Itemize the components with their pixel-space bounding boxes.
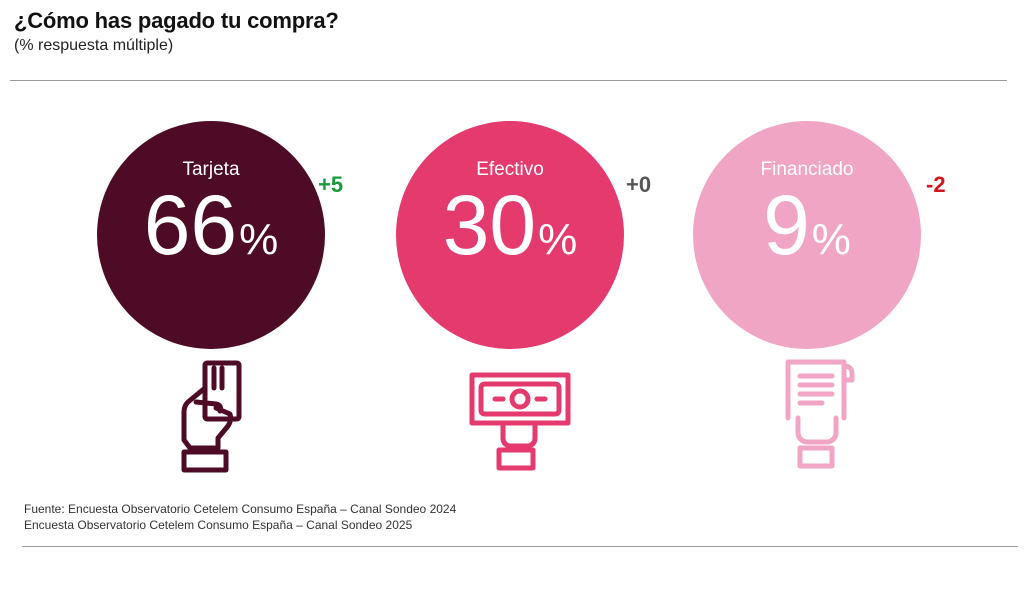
chart-subtitle: (% respuesta múltiple) (14, 37, 174, 54)
source-note: Fuente: Encuesta Observatorio Cetelem Co… (24, 501, 456, 533)
top-divider (10, 80, 1007, 81)
circle-financiado: Financiado 9% (693, 121, 921, 349)
value-number-tarjeta: 66 (143, 178, 238, 272)
bottom-divider (22, 546, 1018, 547)
value-financiado: 9% (693, 183, 921, 267)
circle-efectivo: Efectivo 30% (396, 121, 624, 349)
delta-efectivo: +0 (626, 172, 652, 197)
value-number-financiado: 9 (763, 178, 810, 272)
source-line-2: Encuesta Observatorio Cetelem Consumo Es… (24, 518, 413, 532)
hand-receipt-icon (785, 359, 855, 469)
source-line-1: Fuente: Encuesta Observatorio Cetelem Co… (24, 502, 457, 516)
delta-financiado: -2 (926, 172, 946, 197)
percent-sign: % (811, 215, 851, 264)
value-efectivo: 30% (396, 183, 624, 267)
percent-sign: % (239, 215, 279, 264)
category-label-financiado: Financiado (760, 159, 854, 180)
value-number-efectivo: 30 (442, 178, 537, 272)
chart-title: ¿Cómo has pagado tu compra? (14, 8, 339, 33)
hand-card-icon (181, 360, 242, 473)
percent-sign: % (538, 215, 578, 264)
delta-tarjeta: +5 (318, 172, 344, 197)
category-label-tarjeta: Tarjeta (182, 159, 240, 180)
category-label-efectivo: Efectivo (476, 159, 544, 180)
value-tarjeta: 66% (97, 183, 325, 267)
hand-banknote-icon (469, 372, 571, 471)
circle-tarjeta: Tarjeta 66% (97, 121, 325, 349)
